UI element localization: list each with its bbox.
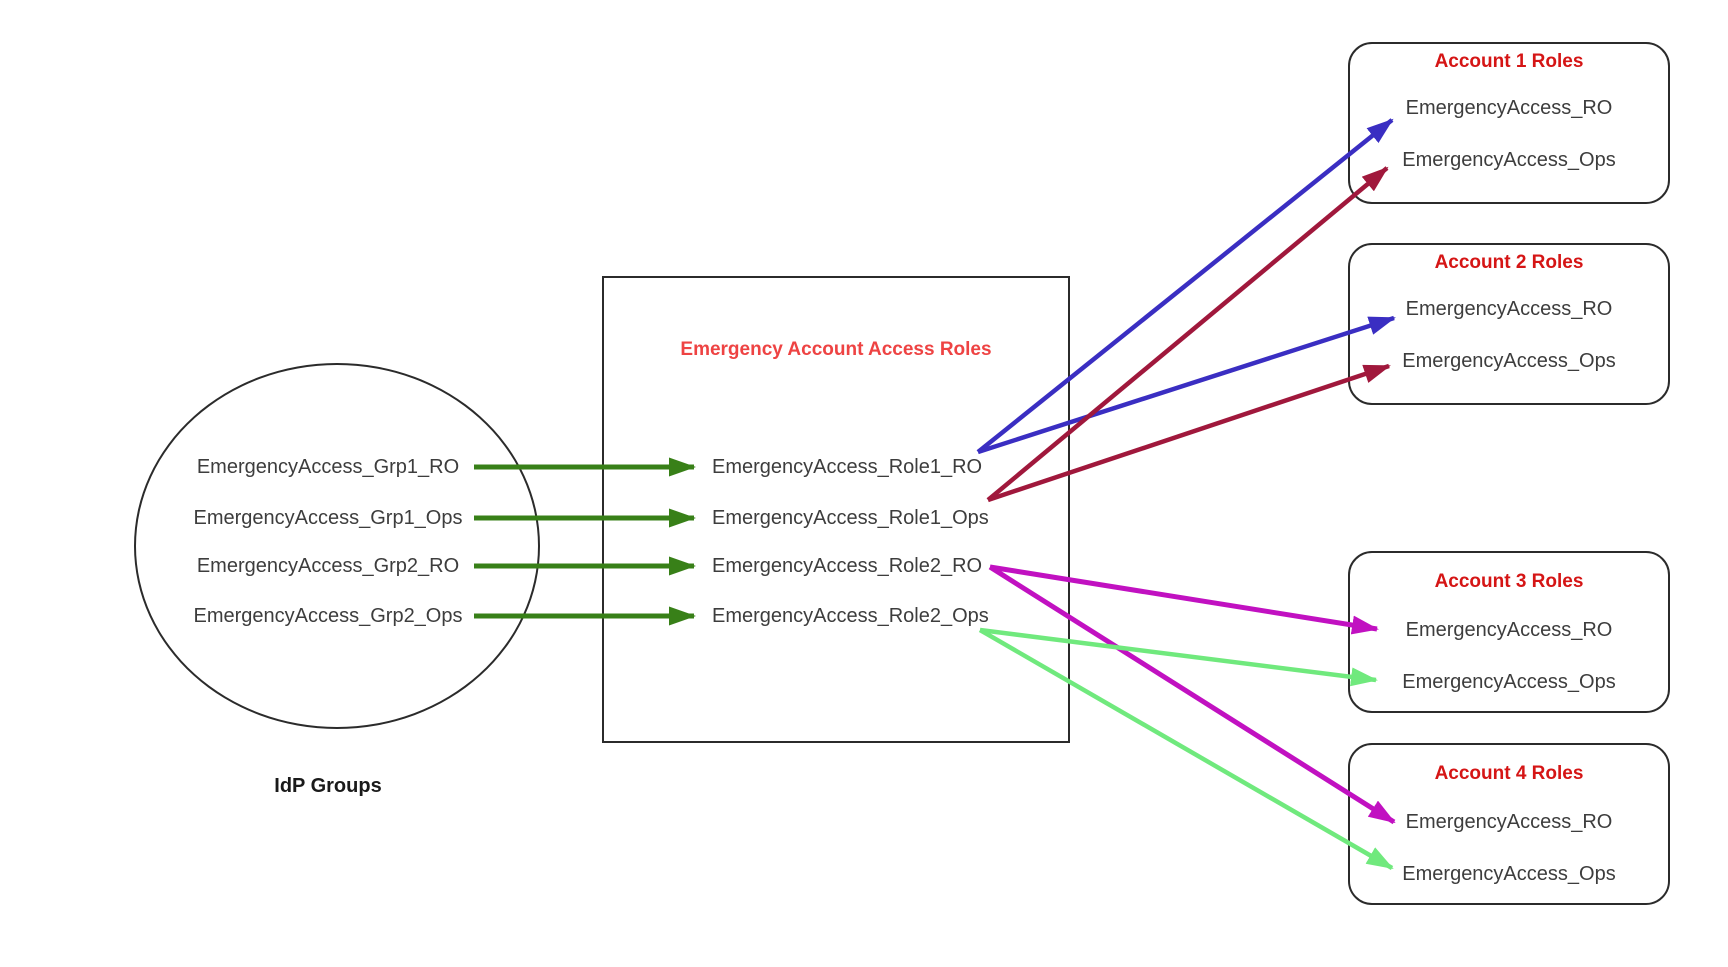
account-4-box: Account 4 Roles EmergencyAccess_RO Emerg… — [1348, 743, 1670, 905]
account-1-title: Account 1 Roles — [1434, 51, 1584, 72]
account-3-role-ro: EmergencyAccess_RO — [1405, 619, 1613, 641]
idp-group-grp1-ro: EmergencyAccess_Grp1_RO — [196, 456, 460, 478]
account-2-role-ro: EmergencyAccess_RO — [1405, 298, 1613, 320]
role-role1-ro: EmergencyAccess_Role1_RO — [712, 456, 983, 478]
account-4-role-ro: EmergencyAccess_RO — [1405, 811, 1613, 833]
idp-group-grp2-ro: EmergencyAccess_Grp2_RO — [196, 555, 460, 577]
account-4-role-ops: EmergencyAccess_Ops — [1402, 863, 1616, 885]
account-2-role-ops: EmergencyAccess_Ops — [1402, 350, 1616, 372]
account-4-title: Account 4 Roles — [1434, 763, 1584, 784]
idp-group-grp1-ops: EmergencyAccess_Grp1_Ops — [193, 507, 463, 529]
account-3-title: Account 3 Roles — [1434, 571, 1584, 592]
account-3-role-ops: EmergencyAccess_Ops — [1402, 671, 1616, 693]
account-1-box: Account 1 Roles EmergencyAccess_RO Emerg… — [1348, 42, 1670, 204]
idp-groups-circle — [134, 363, 540, 729]
account-2-title: Account 2 Roles — [1434, 252, 1584, 273]
account-1-role-ops: EmergencyAccess_Ops — [1402, 149, 1616, 171]
account-3-box: Account 3 Roles EmergencyAccess_RO Emerg… — [1348, 551, 1670, 713]
account-2-box: Account 2 Roles EmergencyAccess_RO Emerg… — [1348, 243, 1670, 405]
role-role1-ops: EmergencyAccess_Role1_Ops — [712, 507, 989, 529]
account-1-role-ro: EmergencyAccess_RO — [1405, 97, 1613, 119]
role-role2-ops: EmergencyAccess_Role2_Ops — [712, 605, 989, 627]
emergency-roles-title: Emergency Account Access Roles — [680, 339, 992, 360]
idp-groups-label: IdP Groups — [274, 775, 382, 797]
role-role2-ro: EmergencyAccess_Role2_RO — [712, 555, 983, 577]
idp-group-grp2-ops: EmergencyAccess_Grp2_Ops — [193, 605, 463, 627]
